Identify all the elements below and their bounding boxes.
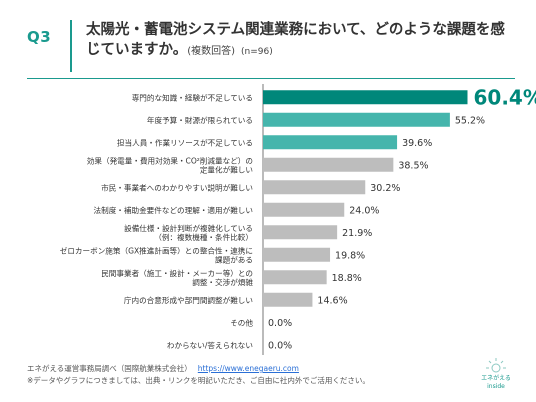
category-label: 法制度・補助金要件などの理解・適用が難しい [94, 205, 253, 215]
title-text: 太陽光・蓄電池システム関連業務において、どのような課題を感じていますか。 [86, 22, 505, 58]
value-label: 18.8% [332, 273, 362, 284]
value-label: 0.0% [268, 318, 292, 329]
bar-chart: 専門的な知識・経験が不足している 60.4% 年度予算・財源が限られている 55.2%… [60, 84, 536, 355]
bar [263, 90, 468, 105]
bar [263, 247, 331, 262]
category-label: 専門的な知識・経験が不足している [132, 92, 253, 102]
logo-text: エネがえる inside [471, 375, 521, 391]
category-label: 庁内の合意形成や部門間調整が難しい [124, 295, 253, 305]
header-divider [70, 20, 72, 72]
bar [263, 270, 327, 285]
category-label: ゼロカーボン施策（GX推進計画等）との整合性・連携に課題がある [60, 245, 253, 264]
category-label: 市民・事業者へのわかりやすい説明が難しい [101, 182, 253, 192]
category-label: 設備仕様・設計判断が複雑化している（例：複数機種・条件比較） [124, 223, 253, 242]
logo-name: エネがえる [481, 375, 511, 382]
value-label: 14.6% [317, 295, 347, 306]
value-label: 0.0% [268, 340, 292, 351]
category-label: 担当人員・作業リソースが不足している [117, 137, 253, 147]
value-label: 24.0% [349, 205, 379, 216]
category-label: 効果（発電量・費用対効果・CO²削減量など）の定量化が難しい [87, 155, 253, 174]
source-link[interactable]: https://www.enegaeru.com [197, 364, 299, 373]
logo-sub: inside [487, 383, 505, 390]
sample-size: (n=96) [241, 47, 273, 57]
category-label: わからない/答えられない [167, 340, 253, 350]
value-label: 19.8% [335, 250, 365, 261]
disclaimer-text: ※データやグラフにつきましては、出典・リンクを明記いただき、ご自由に社内外でご活… [27, 376, 370, 385]
value-label: 60.4% [473, 85, 536, 109]
bar [263, 135, 398, 150]
multi-answer-note: (複数回答) [187, 46, 236, 57]
value-label: 30.2% [370, 183, 400, 194]
value-label: 21.9% [342, 228, 372, 239]
footer: エネがえる運営事務局調べ（国際航業株式会社） https://www.enegae… [27, 363, 370, 387]
category-label: 年度予算・財源が限られている [147, 115, 253, 125]
category-label: 民間事業者（施工・設計・メーカー等）との調整・交渉が煩雑 [101, 268, 253, 287]
bar [263, 202, 345, 217]
question-number: Q3 [27, 28, 52, 46]
value-label: 38.5% [398, 160, 428, 171]
source-text: エネがえる運営事務局調べ（国際航業株式会社） [27, 364, 192, 373]
enegaeru-logo [486, 358, 506, 373]
category-label: その他 [230, 317, 253, 327]
bar [263, 225, 338, 240]
value-label: 55.2% [455, 115, 485, 126]
bar [263, 157, 394, 172]
chart-title: 太陽光・蓄電池システム関連業務において、どのような課題を感じていますか。(複数回… [86, 20, 516, 62]
value-label: 39.6% [402, 138, 432, 149]
header-rule [27, 78, 515, 79]
bar [263, 180, 366, 195]
bar [263, 112, 450, 127]
bar [263, 292, 313, 307]
